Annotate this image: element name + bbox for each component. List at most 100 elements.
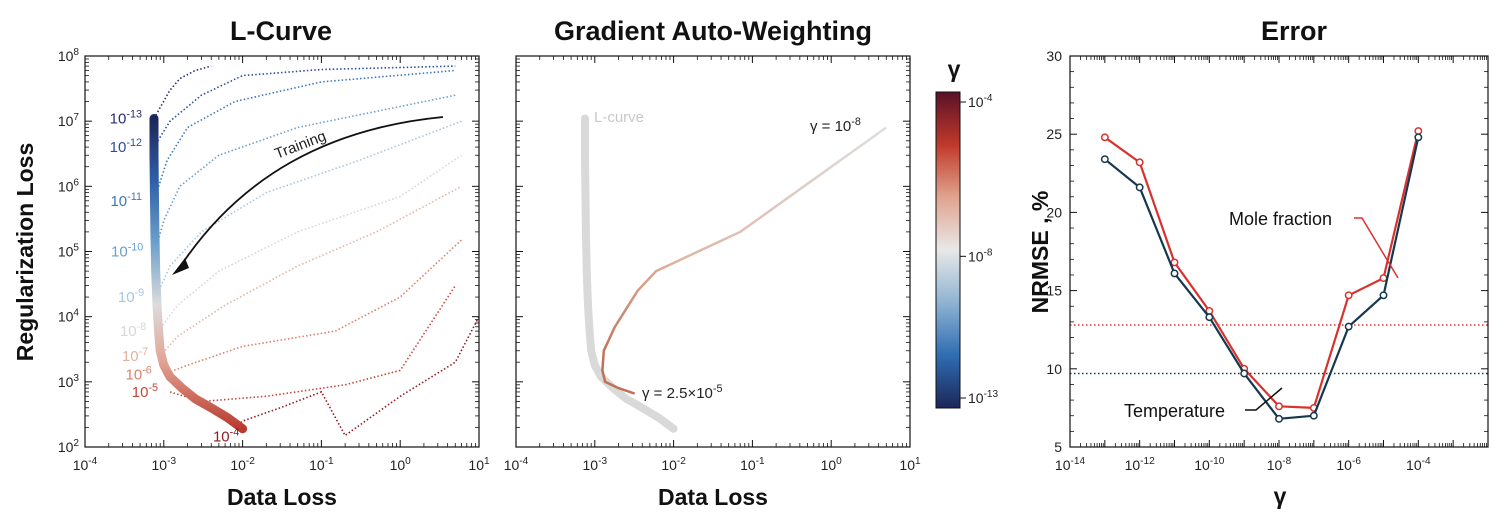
l-curve-ytick-label: 107 — [58, 112, 80, 129]
data-point — [1135, 158, 1144, 167]
data-point — [1135, 183, 1144, 192]
gamma-label: 10-5 — [132, 382, 158, 401]
gamma-end-annotation: γ = 2.5×10-5 — [642, 383, 723, 402]
trajectory-gamma-10-7 — [159, 185, 462, 357]
series-line-temperature — [1104, 137, 1420, 420]
l-curve-xtick-label: 10-3 — [152, 456, 177, 473]
trajectory-gamma-10-11 — [153, 69, 456, 202]
error-ylabel: NRMSE , % — [1027, 191, 1053, 314]
error-xtick-label: 10-12 — [1125, 456, 1156, 473]
auto-weighting-panel: Gradient Auto-Weighting 10-4 10-3 10-2 10-1… — [504, 16, 921, 510]
data-point — [1100, 155, 1109, 164]
l-curve-ylabel: Regularization Loss — [12, 143, 38, 362]
error-panel: Error 10-14 10-12 10-10 10-8 10-6 10-4 5 10 15 20… — [1027, 16, 1489, 509]
trajectory-gamma-10-4 — [234, 316, 480, 437]
data-point — [1414, 127, 1423, 136]
gamma-curve-labels: 10-13 10-12 10-11 10-10 10-9 10-8 10-710-610-5… — [110, 108, 240, 445]
colorbar-tick-label: 10-4 — [968, 93, 993, 110]
trajectory-gamma-10-5 — [169, 285, 456, 403]
error-xtick-label: 10-4 — [1406, 456, 1431, 473]
error-series — [1070, 127, 1488, 423]
auto-weighting-xtick-label: 10-1 — [740, 456, 765, 473]
l-curve-ticks: 10-4 10-3 10-2 10-1 100 101 102 103 104 105 106 107… — [58, 47, 490, 473]
error-xtick-label: 10-10 — [1194, 456, 1225, 473]
colorbar-label: γ — [948, 56, 961, 82]
gamma-label: 10-13 — [110, 108, 142, 127]
series-line-mole-fraction — [1104, 130, 1420, 409]
error-ticks: 10-14 10-12 10-10 10-8 10-6 10-4 5 10 15 20 25 30 — [1046, 48, 1489, 473]
error-ytick-label: 25 — [1046, 126, 1062, 142]
error-title: Error — [1261, 16, 1328, 46]
trajectory-gamma-10-8 — [157, 154, 462, 332]
error-plot-area — [1069, 55, 1489, 448]
error-ytick-label: 15 — [1046, 283, 1062, 299]
data-point — [1414, 133, 1423, 142]
gamma-label: 10-7 — [122, 346, 148, 365]
l-curve-xtick-label: 10-1 — [309, 456, 334, 473]
l-curve-title: L-Curve — [230, 16, 332, 46]
data-point — [1170, 269, 1179, 278]
gamma-start-annotation: γ = 10-8 — [810, 116, 861, 135]
gamma-label: 10-4 — [213, 426, 239, 445]
error-xtick-label: 10-14 — [1055, 456, 1086, 473]
colorbar-scale — [935, 91, 961, 409]
gamma-label: 10-12 — [110, 137, 142, 156]
trajectory-gamma-10-13 — [153, 65, 212, 119]
data-point — [1240, 369, 1249, 378]
temperature-leader-line — [1245, 387, 1283, 411]
l-curve-ytick-label: 108 — [58, 47, 80, 64]
l-curve-panel: L-Curve 10-4 10-3 10-2 10-1 100 1011021031041… — [12, 16, 490, 510]
auto-weighting-xtick-label: 10-3 — [583, 456, 608, 473]
error-xtick-label: 10-6 — [1336, 456, 1361, 473]
auto-weighting-xtick-label: 101 — [899, 456, 921, 473]
reference-l-curve-label: L-curve — [594, 109, 644, 126]
training-arrow — [177, 116, 444, 271]
l-curve-xtick-label: 100 — [390, 456, 412, 473]
trajectory-gamma-10-6 — [163, 239, 463, 376]
auto-weighting-xlabel: Data Loss — [658, 484, 768, 510]
l-curve-thick-line — [149, 114, 248, 434]
auto-weighting-xtick-label: 10-2 — [661, 456, 686, 473]
gamma-label: 10-11 — [110, 191, 142, 210]
data-point — [1309, 411, 1318, 420]
gamma-label: 10-10 — [111, 242, 143, 261]
training-arrow-head — [172, 258, 189, 275]
gamma-label: 10-8 — [120, 321, 146, 340]
data-point — [1275, 414, 1283, 423]
l-curve-xlabel: Data Loss — [227, 484, 337, 510]
l-curve-ytick-label: 106 — [58, 177, 80, 194]
l-curve-xtick-label: 10-4 — [73, 456, 98, 473]
auto-weighting-xtick-label: 100 — [821, 456, 843, 473]
data-point — [1170, 258, 1179, 267]
reference-l-curve — [581, 114, 678, 433]
colorbar-ticks: 10-4 10-8 10-13 — [960, 93, 999, 406]
auto-weighting-title: Gradient Auto-Weighting — [554, 16, 872, 46]
auto-weighting-xtick-label: 10-4 — [504, 456, 529, 473]
trajectory-gamma-10-10 — [154, 94, 456, 252]
data-point — [1275, 402, 1283, 411]
error-xtick-label: 10-8 — [1267, 456, 1292, 473]
gamma-label: 10-6 — [126, 364, 152, 383]
data-point — [1100, 133, 1109, 142]
colorbar-tick-label: 10-8 — [968, 247, 993, 264]
auto-weighting-path — [601, 126, 888, 395]
mole-fraction-label: Mole fraction — [1229, 209, 1332, 229]
error-ytick-label: 30 — [1046, 48, 1062, 64]
error-ytick-label: 10 — [1046, 361, 1062, 377]
gamma-colorbar: γ 10-4 10-8 10-13 — [935, 56, 999, 409]
l-curve-xtick-label: 101 — [468, 456, 490, 473]
auto-weighting-plot-area — [515, 55, 911, 448]
l-curve-ytick-label: 102 — [58, 438, 80, 455]
l-curve-ytick-label: 104 — [58, 308, 80, 325]
temperature-label: Temperature — [1124, 401, 1225, 421]
mole-fraction-leader-line — [1354, 217, 1399, 279]
colorbar-tick-label: 10-13 — [968, 389, 999, 406]
l-curve-ytick-label: 105 — [58, 243, 80, 260]
data-point — [1379, 291, 1388, 300]
error-ytick-label: 5 — [1054, 439, 1062, 455]
l-curve-xtick-label: 10-2 — [230, 456, 255, 473]
error-xlabel: γ — [1274, 483, 1287, 509]
data-point — [1344, 291, 1353, 300]
l-curve-plot-area — [84, 55, 480, 448]
